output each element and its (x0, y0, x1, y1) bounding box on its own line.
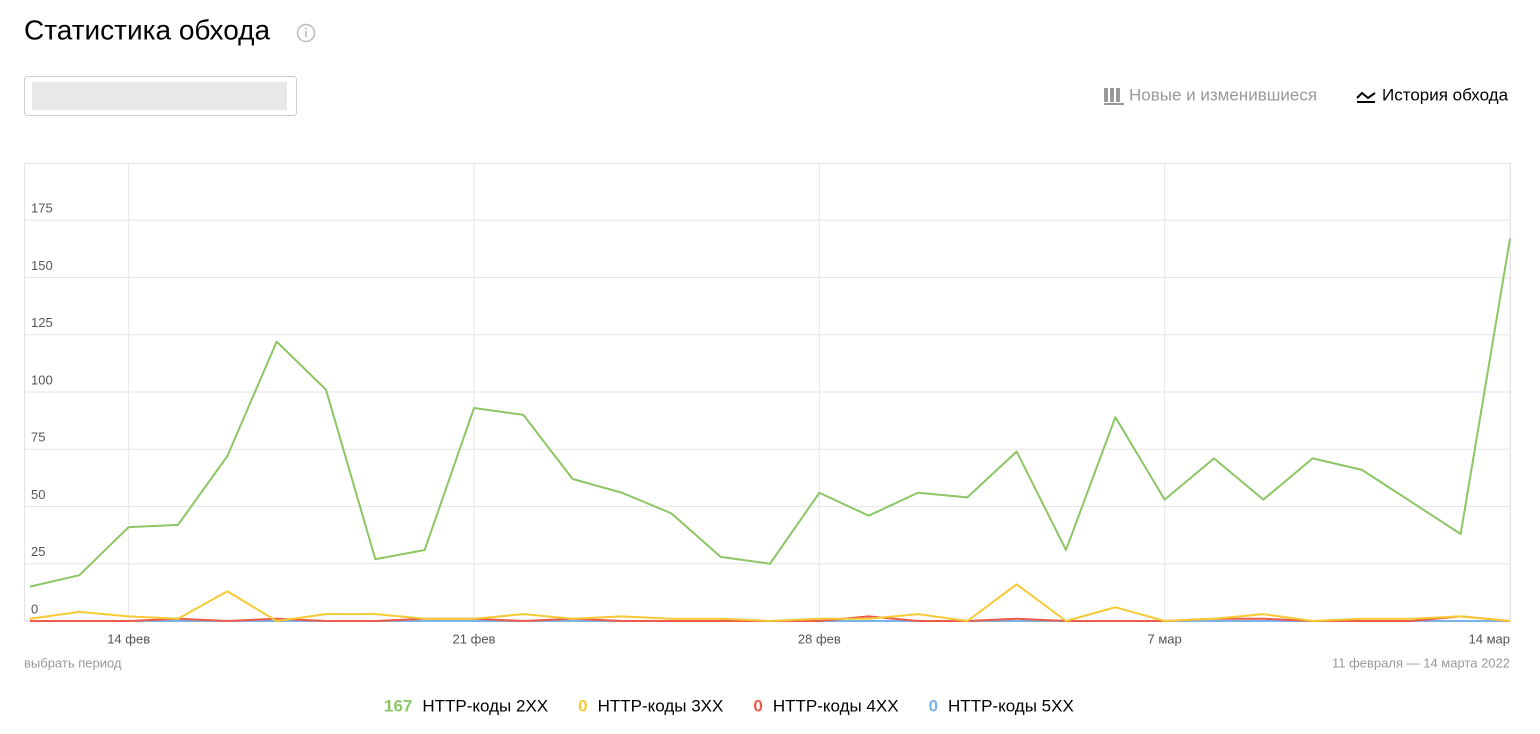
series-line (29, 583, 1511, 622)
x-tick-label: 21 фев (453, 631, 496, 646)
y-tick-label: 125 (31, 315, 53, 330)
y-tick-label: 75 (31, 430, 45, 445)
legend-label: HTTP-коды 3XX (598, 696, 724, 715)
y-tick-label: 175 (31, 201, 53, 216)
x-tick-label: 14 фев (107, 631, 150, 646)
x-tick-label: 14 мар (1469, 631, 1510, 646)
tab-new[interactable]: Новые и изменившиеся (1129, 85, 1317, 104)
y-tick-label: 0 (31, 601, 38, 616)
legend-value: 0 (929, 696, 938, 715)
y-tick-label: 100 (31, 372, 53, 387)
legend-value: 167 (384, 696, 412, 715)
info-icon[interactable] (296, 23, 316, 43)
tab-history[interactable]: История обхода (1382, 85, 1509, 104)
tab-icon-new (1104, 88, 1124, 105)
series-line (29, 238, 1511, 588)
blurred-url (32, 82, 287, 110)
y-tick-label: 50 (31, 487, 45, 502)
y-tick-label: 150 (31, 258, 53, 273)
legend-value: 0 (753, 696, 762, 715)
x-tick-label: 7 мар (1148, 631, 1182, 646)
tab-icon-history (1356, 91, 1376, 103)
y-tick-label: 25 (31, 544, 45, 559)
legend-value: 0 (578, 696, 587, 715)
x-tick-label: 28 фев (798, 631, 841, 646)
legend-label: HTTP-коды 4XX (773, 696, 899, 715)
legend-label: HTTP-коды 5XX (948, 696, 1074, 715)
legend-label: HTTP-коды 2XX (422, 696, 548, 715)
period-range: 11 февраля — 14 марта 2022 (1332, 655, 1510, 670)
period-link[interactable]: выбрать период (24, 655, 122, 670)
page-title: Статистика обхода (24, 14, 270, 45)
